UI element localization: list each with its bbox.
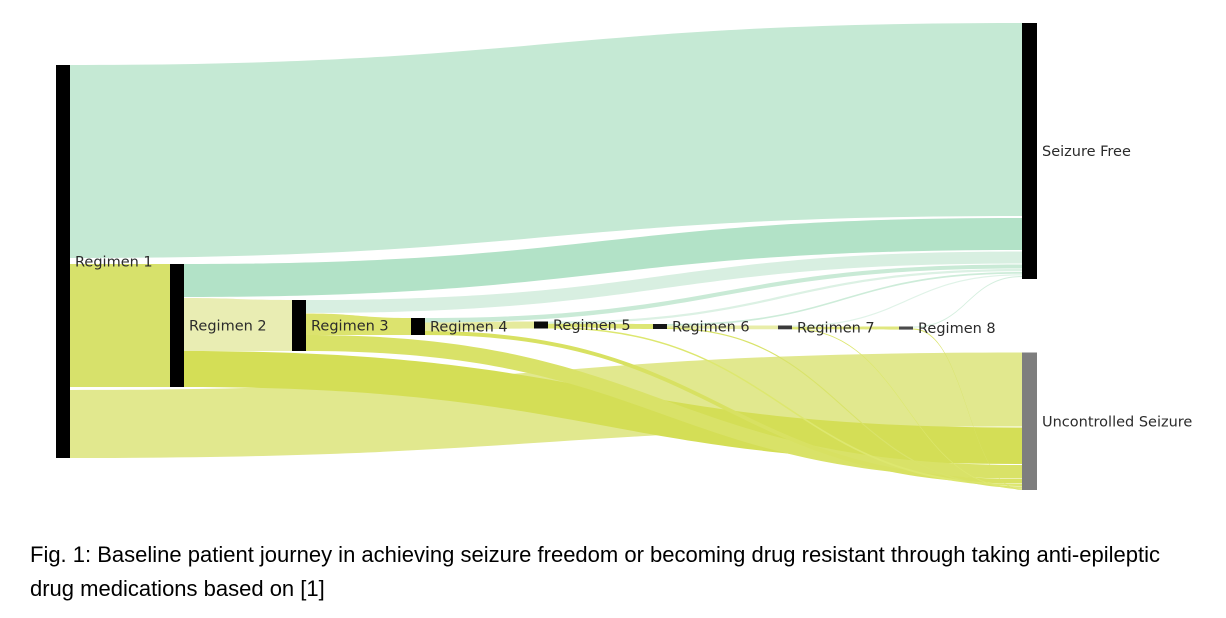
link-regimen-5-to-seizure-free [548, 269, 1022, 324]
link-regimen-7-to-uncontrolled-seizure [792, 328, 1022, 490]
link-regimen-2-to-uncontrolled-seizure [184, 351, 1022, 464]
node-regimen-8 [899, 326, 913, 330]
node-label-regimen-8: Regimen 8 [918, 321, 996, 337]
link-regimen-3-to-regimen-4 [306, 313, 411, 335]
node-label-regimen-4: Regimen 4 [430, 320, 508, 336]
node-regimen-4 [411, 318, 425, 335]
link-regimen-2-to-regimen-3 [184, 298, 292, 351]
link-regimen-4-to-seizure-free [425, 264, 1022, 323]
link-regimen-3-to-uncontrolled-seizure [306, 335, 1022, 479]
node-uncontrolled-seizure [1022, 352, 1037, 490]
node-label-regimen-5: Regimen 5 [553, 318, 631, 334]
link-regimen-4-to-uncontrolled-seizure [425, 331, 1022, 484]
sankey-svg: Regimen 1 Regimen 2 Regimen 3 Regimen 4 Regi… [56, 23, 1192, 490]
node-regimen-2 [170, 264, 184, 387]
node-seizure-free [1022, 23, 1037, 279]
link-regimen-3-to-seizure-free [306, 251, 1022, 313]
node-label-regimen-7: Regimen 7 [797, 320, 875, 336]
node-label-uncontrolled-seizure: Uncontrolled Seizure [1042, 414, 1192, 430]
node-label-regimen-2: Regimen 2 [189, 319, 267, 335]
node-regimen-3 [292, 300, 306, 351]
link-regimen-2-to-seizure-free [184, 218, 1022, 297]
link-regimen-6-to-regimen-7 [667, 325, 778, 330]
link-regimen-5-to-uncontrolled-seizure [548, 327, 1022, 486]
link-regimen-7-to-seizure-free [792, 274, 1022, 327]
node-label-regimen-1: Regimen 1 [75, 255, 153, 271]
link-regimen-7-to-regimen-8 [792, 326, 899, 330]
link-regimen-4-to-regimen-5 [425, 321, 534, 331]
link-regimen-5-to-regimen-6 [548, 323, 653, 329]
link-regimen-6-to-seizure-free [667, 272, 1022, 326]
link-regimen-8-to-uncontrolled-seizure [913, 328, 1022, 490]
node-regimen-1 [56, 65, 70, 458]
node-regimen-6 [653, 324, 667, 329]
node-regimen-7 [778, 325, 792, 330]
link-regimen-1-to-regimen-2 [70, 264, 170, 387]
node-regimen-5 [534, 321, 548, 329]
link-regimen-6-to-uncontrolled-seizure [667, 327, 1022, 488]
link-regimen-8-to-seizure-free [913, 276, 1022, 328]
figure-caption: Fig. 1: Baseline patient journey in achi… [30, 542, 1160, 601]
node-label-regimen-6: Regimen 6 [672, 320, 750, 336]
link-regimen-1-to-seizure-free [70, 23, 1022, 258]
sankey-diagram: Regimen 1 Regimen 2 Regimen 3 Regimen 4 Regi… [56, 23, 1192, 490]
node-label-seizure-free: Seizure Free [1042, 144, 1131, 160]
node-label-regimen-3: Regimen 3 [311, 319, 389, 335]
